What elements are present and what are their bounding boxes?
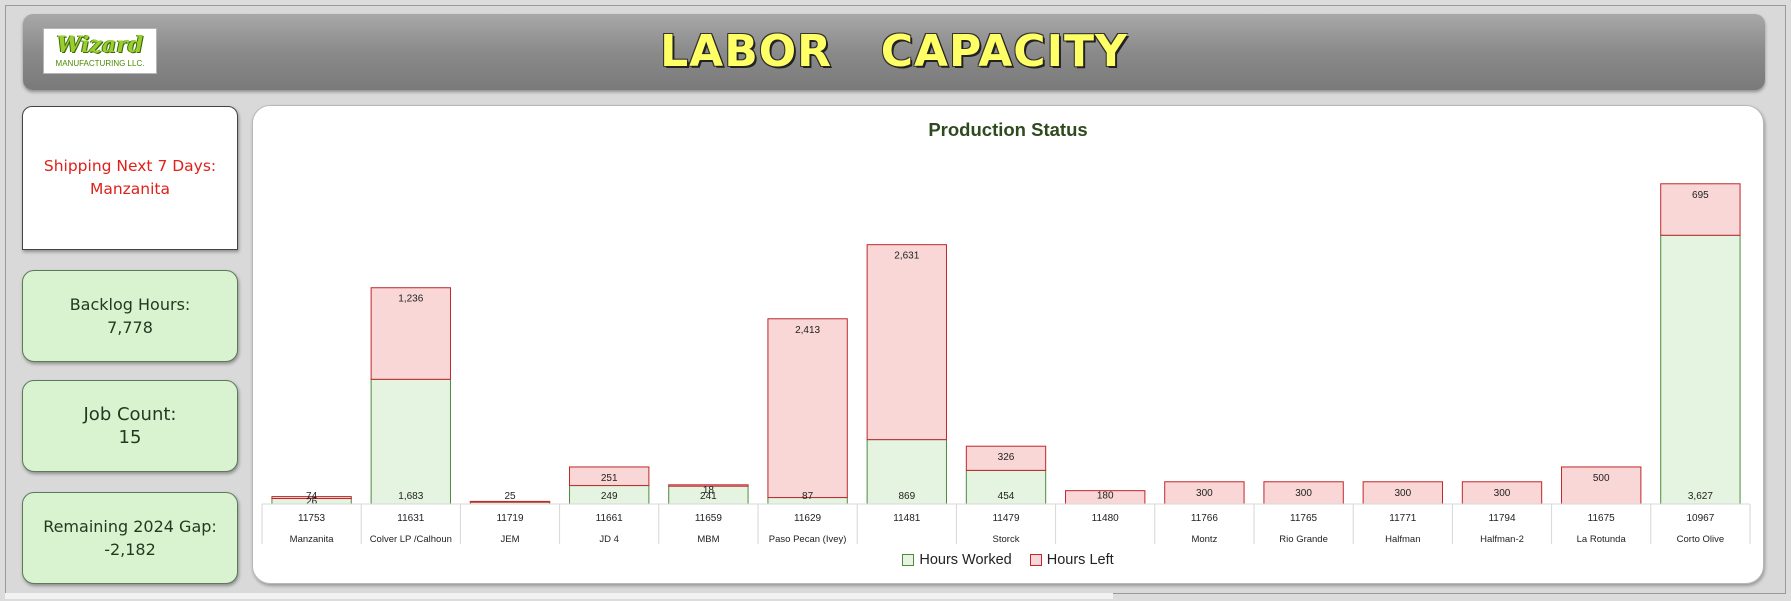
bar-hours-worked [370, 378, 451, 505]
job-count-label: Job Count: [83, 404, 177, 425]
x-tick-job-label: 11675 [1588, 513, 1616, 524]
legend-swatch-left [1029, 554, 1042, 566]
data-label-left: 500 [1593, 473, 1610, 484]
legend-label-worked: Hours Worked [919, 552, 1012, 568]
x-tick-customer-label: La Rotunda [1577, 534, 1627, 545]
gap-value: -2,182 [104, 540, 156, 559]
data-label-worked: 74 [306, 491, 318, 502]
data-label-worked: 25 [504, 491, 516, 502]
x-tick-customer-label: Montz [1191, 534, 1217, 545]
shipping-value: Manzanita [89, 180, 171, 198]
chart-legend: Hours Worked Hours Left [253, 552, 1763, 568]
data-label-left: 1,236 [398, 294, 423, 305]
gap-card: Remaining 2024 Gap: -2,182 [22, 492, 238, 584]
shipping-card: Shipping Next 7 Days: Manzanita [22, 106, 238, 250]
bar-hours-left [569, 466, 650, 487]
x-tick-job-label: 10967 [1686, 513, 1714, 524]
x-tick-customer-label: Halfman-2 [1480, 534, 1524, 545]
backlog-label: Backlog Hours: [69, 295, 191, 314]
data-label-worked: 1,683 [398, 491, 423, 502]
data-label-worked: 249 [601, 491, 618, 502]
x-tick-job-label: 11766 [1191, 513, 1219, 524]
gap-label: Remaining 2024 Gap: [43, 517, 217, 536]
bar-hours-left [668, 484, 749, 487]
x-tick-job-label: 11661 [596, 513, 624, 524]
bar-hours-left [767, 318, 848, 499]
production-status-chart: Production Status 74 26 11753 1,683 1,236 116… [252, 105, 1764, 584]
data-label-worked: 454 [998, 491, 1015, 502]
x-tick-customer-label: Rio Grande [1279, 534, 1328, 545]
data-label-left: 300 [1295, 488, 1312, 499]
bar-hours-left [866, 244, 947, 441]
x-tick-job-label: 11659 [695, 513, 723, 524]
bar-hours-left [469, 500, 551, 503]
data-label-left: 2,631 [894, 251, 919, 262]
x-tick-customer-label: MBM [697, 534, 719, 545]
bar-hours-worked [1660, 234, 1741, 505]
x-tick-customer-label: JEM [501, 534, 520, 545]
job-count-value: 15 [118, 427, 142, 448]
x-tick-customer-label: Manzanita [290, 534, 335, 545]
logo-subtitle: MANUFACTURING LLC. [55, 59, 145, 68]
x-tick-job-label: 11794 [1488, 513, 1516, 524]
bar-hours-left [1660, 183, 1741, 236]
bar-hours-left [1561, 466, 1642, 505]
x-tick-customer-label: JD 4 [599, 534, 619, 545]
data-label-left: 300 [1494, 488, 1511, 499]
x-tick-job-label: 11631 [397, 513, 425, 524]
legend-item-left: Hours Left [1029, 552, 1114, 568]
bar-hours-left [271, 496, 352, 500]
job-count-card: Job Count: 15 [22, 380, 238, 472]
x-tick-customer-label: Halfman [1385, 534, 1420, 545]
bar-hours-worked [866, 439, 947, 505]
backlog-card: Backlog Hours: 7,778 [22, 270, 238, 362]
legend-item-worked: Hours Worked [902, 552, 1012, 568]
page-title: LABOR CAPACITY [660, 26, 1128, 77]
data-label-worked: 241 [700, 491, 717, 502]
sheet-scroll-strip [5, 593, 1113, 599]
x-tick-job-label: 11771 [1389, 513, 1417, 524]
bar-hours-left [370, 287, 451, 380]
shipping-label: Shipping Next 7 Days: [43, 157, 217, 175]
data-label-left: 26 [306, 497, 318, 508]
data-label-left: 300 [1196, 488, 1213, 499]
logo-brand: Wizard [56, 32, 144, 58]
backlog-value: 7,778 [107, 318, 153, 337]
company-logo: Wizard MANUFACTURING LLC. [43, 28, 157, 74]
data-label-left: 180 [1097, 491, 1114, 502]
data-label-left: 18 [703, 485, 715, 496]
x-tick-job-label: 11629 [794, 513, 822, 524]
data-label-worked: 869 [898, 491, 915, 502]
x-tick-customer-label: Colver LP /Calhoun [370, 534, 452, 545]
x-tick-job-label: 11719 [496, 513, 524, 524]
x-tick-job-label: 11481 [893, 513, 921, 524]
x-tick-customer-label: Paso Pecan (Ivey) [769, 534, 847, 545]
data-label-left: 251 [601, 473, 618, 484]
chart-title: Production Status [928, 119, 1088, 140]
data-label-left: 2,413 [795, 325, 820, 336]
x-tick-customer-label: Storck [993, 534, 1020, 545]
x-tick-job-label: 11765 [1290, 513, 1318, 524]
data-label-worked: 3,627 [1688, 491, 1713, 502]
bar-hours-left [965, 445, 1047, 471]
data-label-left: 695 [1692, 190, 1709, 201]
legend-label-left: Hours Left [1046, 552, 1114, 568]
data-label-left: 300 [1394, 488, 1411, 499]
legend-swatch-worked [902, 554, 915, 566]
x-tick-job-label: 11479 [992, 513, 1020, 524]
header-bar: Wizard MANUFACTURING LLC. LABOR CAPACITY [23, 14, 1765, 90]
x-tick-job-label: 11753 [298, 513, 326, 524]
x-tick-job-label: 11480 [1092, 513, 1120, 524]
data-label-left: 326 [998, 452, 1015, 463]
x-tick-customer-label: Corto Olive [1677, 534, 1725, 545]
data-label-worked: 87 [802, 491, 814, 502]
